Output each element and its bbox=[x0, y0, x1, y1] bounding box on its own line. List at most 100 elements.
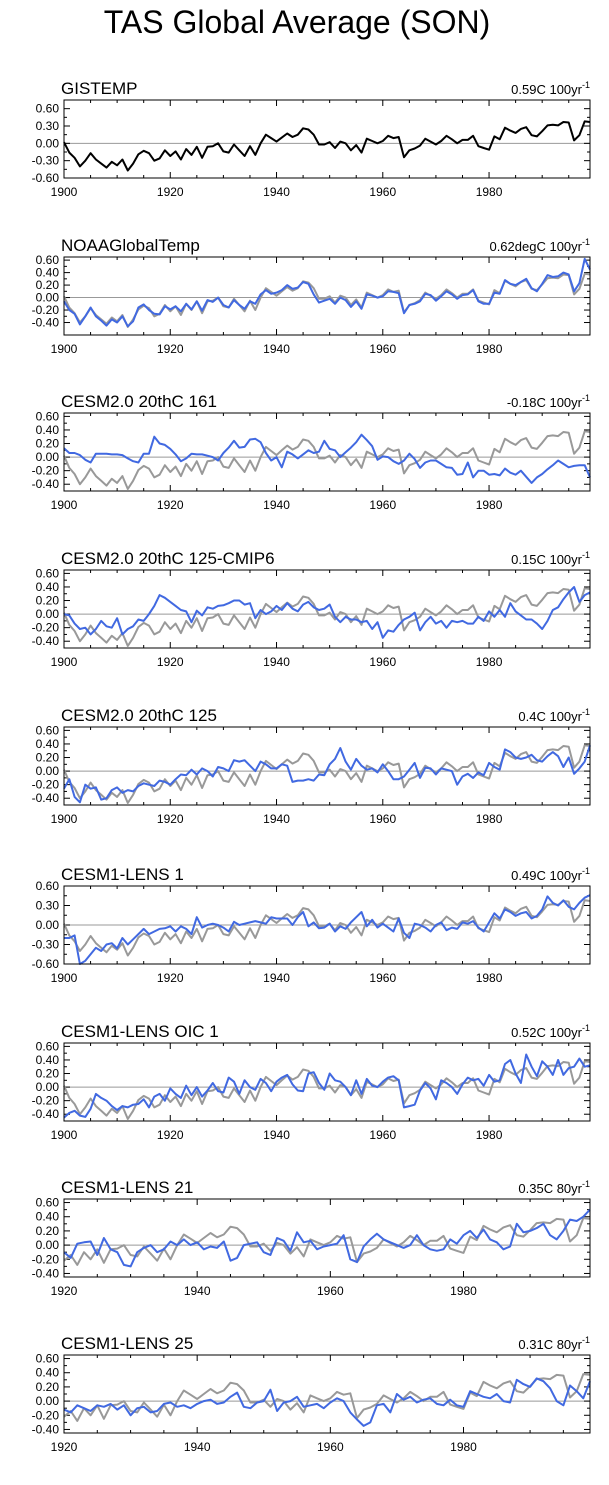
model-series-line bbox=[64, 894, 591, 965]
y-tick-label: 0.60 bbox=[36, 566, 60, 580]
trend-value: 0.31C 80yr bbox=[518, 1337, 582, 1352]
x-tick-label: 1980 bbox=[476, 342, 503, 356]
x-tick-label: 1900 bbox=[51, 342, 78, 356]
y-tick-label: 0.20 bbox=[36, 437, 60, 451]
x-tick-label: 1980 bbox=[450, 1440, 477, 1454]
y-tick-label: 0.40 bbox=[36, 737, 60, 751]
panel-title: CESM1-LENS 21 bbox=[61, 1178, 193, 1197]
trend-value: 0.35C 80yr bbox=[518, 1181, 582, 1196]
x-tick-label: 1920 bbox=[157, 342, 184, 356]
y-tick-label: 0.60 bbox=[36, 253, 60, 267]
y-tick-label: 0.60 bbox=[36, 1196, 60, 1210]
chart-panel: CESM1-LENS 25 0.31C 80yr-1 0.600.400.200.0… bbox=[32, 1334, 591, 1454]
y-tick-label: -0.40 bbox=[32, 1266, 60, 1280]
x-tick-label: 1920 bbox=[157, 498, 184, 512]
y-tick-label: 0.20 bbox=[36, 1067, 60, 1081]
y-tick-label: 0.00 bbox=[36, 450, 60, 464]
x-tick-label: 1940 bbox=[263, 655, 290, 669]
plot-frame bbox=[63, 99, 591, 179]
y-tick-label: -0.40 bbox=[32, 1107, 60, 1121]
plot-frame bbox=[63, 726, 591, 806]
x-tick-label: 1940 bbox=[184, 1440, 211, 1454]
model-series-line bbox=[63, 744, 591, 804]
x-tick-label: 1900 bbox=[51, 1128, 78, 1142]
x-tick-label: 1920 bbox=[157, 655, 184, 669]
x-tick-label: 1960 bbox=[317, 1440, 344, 1454]
reference-series-line bbox=[63, 430, 591, 490]
trend-exponent: -1 bbox=[582, 393, 590, 403]
x-tick-label: 1980 bbox=[476, 971, 503, 985]
x-tick-label: 1980 bbox=[450, 1284, 477, 1298]
trend-value: -0.18C 100yr bbox=[507, 395, 583, 410]
y-tick-label: 0.40 bbox=[36, 266, 60, 280]
y-tick-label: -0.40 bbox=[32, 1422, 60, 1436]
x-tick-label: 1960 bbox=[369, 185, 396, 199]
y-tick-label: -0.40 bbox=[32, 634, 60, 648]
y-tick-label: -0.40 bbox=[32, 316, 60, 330]
x-tick-label: 1900 bbox=[51, 498, 78, 512]
model-series-line bbox=[63, 1377, 591, 1427]
trend-exponent: -1 bbox=[582, 1179, 590, 1189]
figure-title: TAS Global Average (SON) bbox=[104, 4, 491, 40]
x-tick-label: 1900 bbox=[51, 971, 78, 985]
plot-frame bbox=[63, 1042, 591, 1122]
y-tick-label: 0.00 bbox=[36, 607, 60, 621]
x-tick-label: 1980 bbox=[476, 498, 503, 512]
trend-label: 0.4C 100yr-1 bbox=[518, 707, 590, 724]
x-tick-label: 1920 bbox=[51, 1284, 78, 1298]
reference-series-line bbox=[63, 1060, 591, 1120]
x-tick-label: 1940 bbox=[263, 185, 290, 199]
y-tick-label: -0.40 bbox=[32, 477, 60, 491]
reference-series-line bbox=[63, 899, 591, 957]
y-tick-label: -0.20 bbox=[32, 621, 60, 635]
model-series-line bbox=[63, 257, 591, 328]
y-tick-label: 0.00 bbox=[36, 1394, 60, 1408]
x-tick-label: 1920 bbox=[157, 812, 184, 826]
trend-exponent: -1 bbox=[582, 707, 590, 717]
plot-frame bbox=[63, 412, 591, 492]
x-tick-label: 1940 bbox=[263, 971, 290, 985]
x-tick-label: 1960 bbox=[369, 971, 396, 985]
x-tick-label: 1920 bbox=[157, 1128, 184, 1142]
trend-value: 0.4C 100yr bbox=[518, 709, 582, 724]
x-tick-label: 1940 bbox=[263, 498, 290, 512]
x-tick-label: 1920 bbox=[157, 185, 184, 199]
y-tick-label: 0.00 bbox=[36, 136, 60, 150]
trend-exponent: -1 bbox=[582, 237, 590, 247]
panel-title: CESM1-LENS 25 bbox=[61, 1334, 193, 1353]
model-series-line bbox=[63, 586, 591, 639]
x-tick-label: 1920 bbox=[51, 1440, 78, 1454]
y-tick-label: 0.00 bbox=[36, 291, 60, 305]
panel-title: NOAAGlobalTemp bbox=[61, 236, 200, 255]
y-tick-label: 0.00 bbox=[36, 1080, 60, 1094]
panel-title: CESM1-LENS 1 bbox=[61, 865, 184, 884]
x-tick-label: 1980 bbox=[476, 1128, 503, 1142]
y-tick-label: -0.60 bbox=[32, 957, 60, 971]
trend-value: 0.49C 100yr bbox=[511, 868, 582, 883]
panel-title: CESM2.0 20thC 125-CMIP6 bbox=[61, 549, 275, 568]
trend-label: 0.49C 100yr-1 bbox=[511, 866, 590, 883]
trend-label: 0.62degC 100yr-1 bbox=[489, 237, 590, 254]
trend-exponent: -1 bbox=[582, 550, 590, 560]
x-tick-label: 1900 bbox=[51, 655, 78, 669]
y-tick-label: 0.60 bbox=[36, 409, 60, 423]
y-tick-label: 0.20 bbox=[36, 1224, 60, 1238]
y-tick-label: 0.40 bbox=[36, 580, 60, 594]
chart-panel: CESM1-LENS 1 0.49C 100yr-1 0.60 0.30 0.00 -0.… bbox=[32, 865, 591, 985]
trend-value: 0.59C 100yr bbox=[511, 82, 582, 97]
model-series-line bbox=[63, 1208, 591, 1268]
x-tick-label: 1900 bbox=[51, 812, 78, 826]
plot-frame bbox=[63, 569, 591, 649]
plot-frame bbox=[63, 885, 591, 965]
x-tick-label: 1960 bbox=[369, 498, 396, 512]
trend-label: 0.31C 80yr-1 bbox=[518, 1335, 590, 1352]
x-tick-label: 1980 bbox=[476, 185, 503, 199]
y-tick-label: 0.40 bbox=[36, 1210, 60, 1224]
observation-series-line bbox=[63, 120, 591, 172]
y-tick-label: 0.40 bbox=[36, 1053, 60, 1067]
x-tick-label: 1940 bbox=[263, 1128, 290, 1142]
x-tick-label: 1960 bbox=[369, 1128, 396, 1142]
plot-frame bbox=[63, 1354, 591, 1434]
x-tick-label: 1960 bbox=[369, 655, 396, 669]
